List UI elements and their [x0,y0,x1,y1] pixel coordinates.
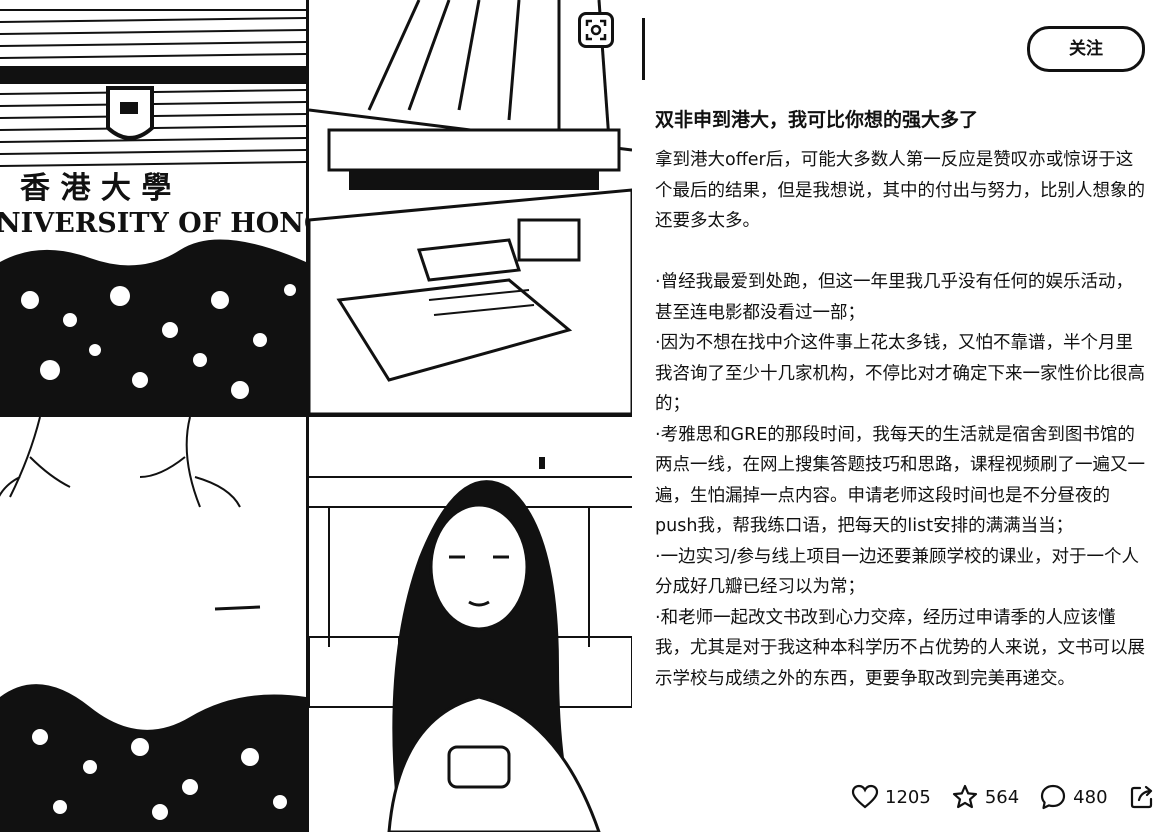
portrait-photo [309,417,632,832]
favorite-count: 564 [984,786,1020,808]
trees-photo [0,417,306,832]
collage-divider-horizontal [0,414,632,417]
post-point: ·考雅思和GRE的那段时间，我每天的生活就是宿舍到图书馆的两点一线，在网上搜集答… [655,424,1145,537]
post-point: ·曾经我最爱到处跑，但这一年里我几乎没有任何的娱乐活动，甚至连电影都没看过一部； [655,272,1134,323]
comment-button[interactable]: 480 [1039,783,1108,811]
post-intro: 拿到港大offer后，可能大多数人第一反应是赞叹亦或惊讶于这个最后的结果，但是我… [655,150,1145,231]
post-point: ·一边实习/参与线上项目一边还要兼顾学校的课业，对于一个人分成好几瓣已经习以为常… [655,546,1139,598]
scan-icon [585,19,607,41]
post-detail-panel: 关注 双非申到港大，我可比你想的强大多了 拿到港大offer后，可能大多数人第一… [655,0,1155,832]
post-point: ·因为不想在找中介这件事上花太多钱，又怕不靠谱，半个月里我咨询了至少十几家机构，… [655,333,1145,414]
university-photo: 香 港 大 學 NIVERSITY OF HONG [0,0,306,414]
library-desk-photo [309,0,632,414]
share-icon[interactable] [1128,783,1156,811]
comment-count: 480 [1073,786,1108,808]
sign-english: NIVERSITY OF HONG [0,208,306,239]
like-button[interactable]: 1205 [851,783,931,811]
like-count: 1205 [885,786,931,808]
sign-chinese: 香 港 大 學 [20,171,171,206]
star-icon [952,784,977,809]
paragraph-gap [655,237,1145,268]
post-body: 拿到港大offer后，可能大多数人第一反应是赞叹亦或惊讶于这个最后的结果，但是我… [655,145,1145,694]
follow-button[interactable]: 关注 [1027,26,1145,72]
post-title: 双非申到港大，我可比你想的强大多了 [655,109,979,131]
post-point: ·和老师一起改文书改到心力交瘁，经历过申请季的人应该懂我，尤其是对于我这种本科学… [655,607,1145,689]
engagement-bar: 1205 564 480 [851,780,1156,814]
image-collage[interactable]: 香 港 大 學 NIVERSITY OF HONG [0,0,632,832]
favorite-button[interactable]: 564 [951,783,1019,811]
comment-icon [1041,784,1066,810]
panel-divider [642,18,645,80]
scan-button[interactable] [578,12,614,48]
collage-divider-vertical [306,0,309,832]
heart-icon [851,784,879,809]
